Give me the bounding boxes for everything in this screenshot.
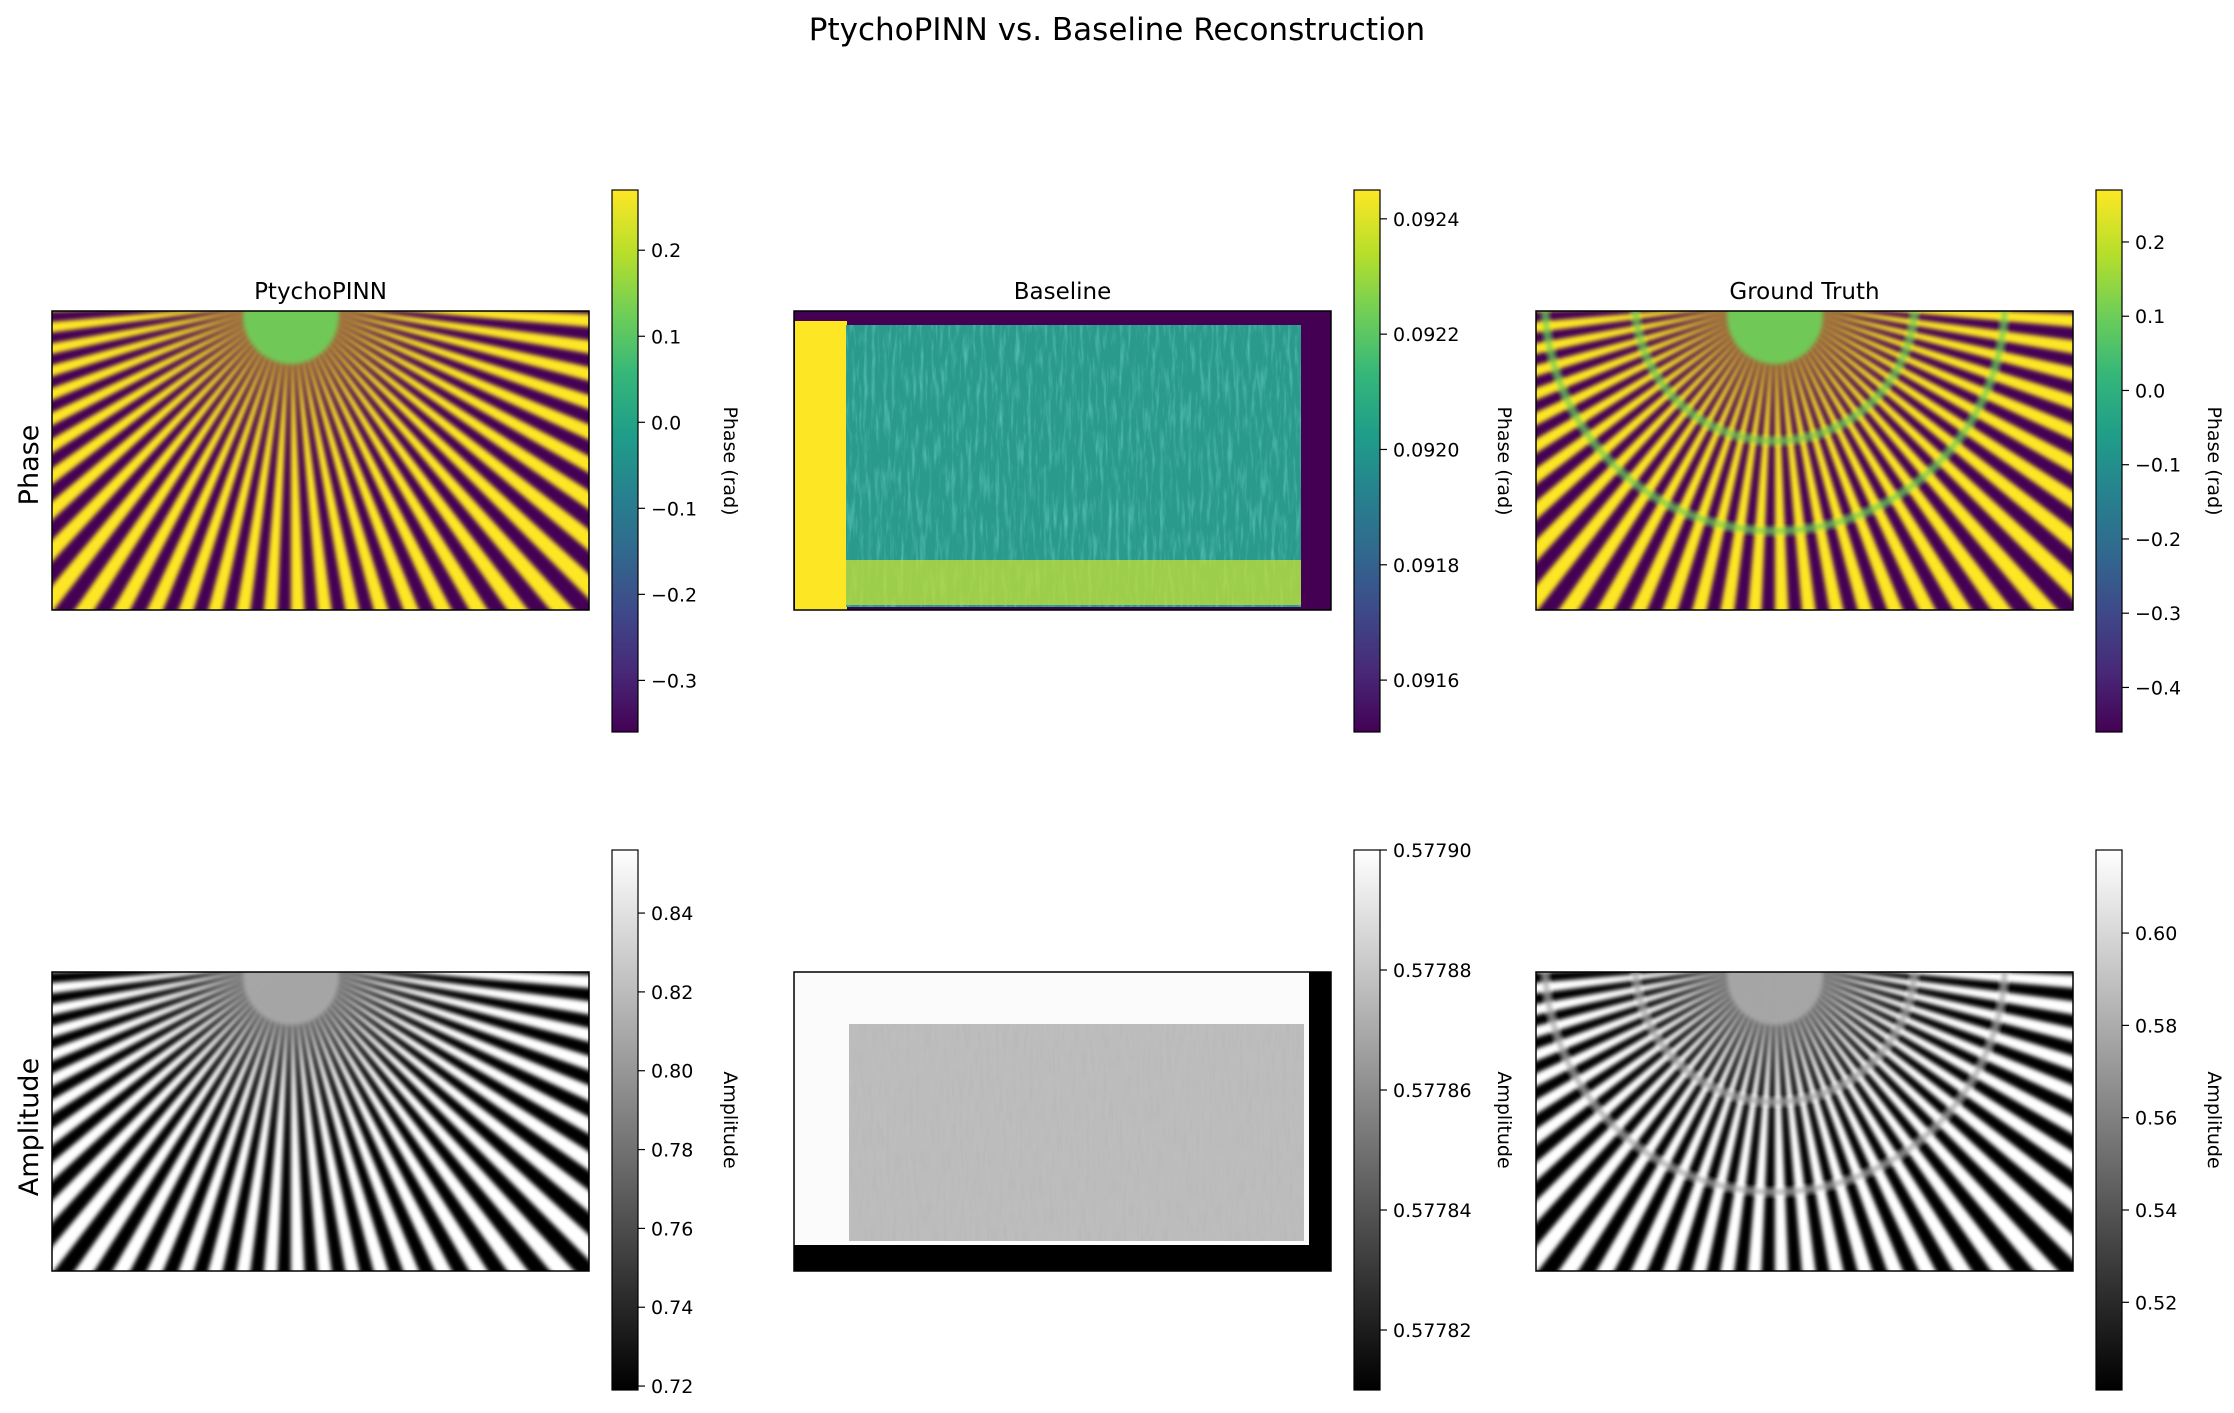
colorbar-tick-label: 0.80 — [651, 1061, 693, 1083]
colorbar-tick-label: 0.2 — [2135, 232, 2165, 254]
colorbar-label: Amplitude — [2203, 1071, 2225, 1168]
colorbar-label: Phase (rad) — [2203, 406, 2225, 515]
colorbar-label: Phase (rad) — [1493, 406, 1515, 515]
colorbar-tick-label: 0.0918 — [1393, 555, 1459, 577]
colorbar-tick-label: 0.74 — [651, 1297, 693, 1319]
panel-phase-ground-truth: Ground Truth −0.4 −0.3 −0.2 −0.1 0.0 0.1 0.2 Pha… — [1535, 189, 2225, 733]
colorbar-tick-label: 0.52 — [2135, 1292, 2177, 1314]
colorbar-label: Phase (rad) — [719, 406, 741, 515]
image-frame — [51, 971, 590, 1272]
colorbar-tick-label: 0.1 — [2135, 306, 2165, 328]
panel-phase-baseline: Baseline 0.0916 0.0918 0.0920 0.0922 0.0924 Ph… — [793, 189, 1515, 733]
colorbar-tick-label: 0.78 — [651, 1140, 693, 1162]
colorbar: 0.57782 0.57784 0.57786 0.57788 0.57790 Ampli… — [1353, 840, 1515, 1391]
colorbar-tick-label: −0.1 — [651, 498, 697, 520]
colorbar-gradient — [1353, 189, 1381, 733]
row-label-amplitude: Amplitude — [14, 1058, 45, 1196]
colorbar-tick-label: 0.1 — [651, 326, 681, 348]
colorbar-tick-label: 0.57788 — [1393, 960, 1472, 982]
heatmap-image — [52, 972, 589, 1271]
panel-title: Baseline — [1014, 279, 1112, 305]
heatmap-image — [1536, 972, 2073, 1271]
colorbar-label: Amplitude — [719, 1071, 741, 1168]
colorbar-tick-label: −0.4 — [2135, 677, 2181, 699]
panel-title: PtychoPINN — [254, 279, 387, 305]
colorbar-tick-label: −0.2 — [651, 584, 697, 606]
colorbar-tick-label: 0.60 — [2135, 923, 2177, 945]
colorbar-tick-label: 0.57782 — [1393, 1320, 1472, 1342]
colorbar: 0.52 0.54 0.56 0.58 0.60 Amplitude — [2095, 849, 2225, 1391]
colorbar-gradient — [2095, 189, 2123, 733]
colorbar-gradient — [1353, 849, 1381, 1391]
heatmap-image — [1536, 311, 2073, 610]
panel-phase-ptychopinn: PtychoPINN −0.3 −0.2 −0.1 0.0 0.1 0.2 Phase (ra… — [51, 189, 741, 733]
colorbar-tick-label: −0.2 — [2135, 529, 2181, 551]
image-frame — [1535, 971, 2074, 1272]
heatmap-image — [794, 972, 1331, 1271]
heatmap-image — [52, 311, 589, 610]
colorbar-tick-label: 0.0920 — [1393, 439, 1459, 461]
colorbar-tick-label: 0.54 — [2135, 1200, 2177, 1222]
colorbar-tick-label: 0.72 — [651, 1376, 693, 1398]
figure-title: PtychoPINN vs. Baseline Reconstruction — [809, 12, 1425, 48]
heatmap-image — [794, 311, 1331, 610]
colorbar-gradient — [611, 849, 639, 1391]
colorbar-tick-label: 0.56 — [2135, 1108, 2177, 1130]
colorbar-tick-label: 0.2 — [651, 240, 681, 262]
colorbar-gradient — [611, 189, 639, 733]
colorbar-tick-label: 0.57784 — [1393, 1200, 1472, 1222]
colorbar-tick-label: 0.0924 — [1393, 209, 1459, 231]
colorbar-gradient — [2095, 849, 2123, 1391]
colorbar: 0.0916 0.0918 0.0920 0.0922 0.0924 Phase (rad… — [1353, 189, 1515, 733]
image-frame — [793, 971, 1332, 1272]
colorbar-tick-label: 0.0916 — [1393, 670, 1459, 692]
colorbar-label: Amplitude — [1493, 1071, 1515, 1168]
panel-amplitude-ground-truth: 0.52 0.54 0.56 0.58 0.60 Amplitude — [1535, 849, 2225, 1391]
panels: PtychoPINN −0.3 −0.2 −0.1 0.0 0.1 0.2 Phase (ra… — [51, 189, 2225, 1398]
colorbar-tick-label: 0.0 — [2135, 380, 2165, 402]
colorbar-tick-label: 0.0 — [651, 412, 681, 434]
colorbar-tick-label: −0.1 — [2135, 455, 2181, 477]
colorbar-tick-label: 0.76 — [651, 1218, 693, 1240]
colorbar-tick-label: 0.57790 — [1393, 840, 1472, 862]
panel-title: Ground Truth — [1729, 279, 1879, 305]
colorbar-tick-label: 0.84 — [651, 903, 693, 925]
colorbar: −0.3 −0.2 −0.1 0.0 0.1 0.2 Phase (rad) — [611, 189, 741, 733]
panel-amplitude-baseline: 0.57782 0.57784 0.57786 0.57788 0.57790 Ampli… — [793, 840, 1515, 1391]
colorbar: −0.4 −0.3 −0.2 −0.1 0.0 0.1 0.2 Phase (rad) — [2095, 189, 2225, 733]
colorbar-tick-label: −0.3 — [651, 670, 697, 692]
colorbar-tick-label: 0.82 — [651, 982, 693, 1004]
image-frame — [1535, 310, 2074, 611]
colorbar-tick-label: −0.3 — [2135, 603, 2181, 625]
image-frame — [51, 310, 590, 611]
panel-amplitude-ptychopinn: 0.72 0.74 0.76 0.78 0.80 0.82 0.84 Amplitude — [51, 849, 741, 1398]
row-label-phase: Phase — [14, 425, 45, 506]
colorbar-tick-label: 0.57786 — [1393, 1080, 1472, 1102]
colorbar: 0.72 0.74 0.76 0.78 0.80 0.82 0.84 Amplitude — [611, 849, 741, 1398]
image-frame — [793, 310, 1332, 611]
colorbar-tick-label: 0.58 — [2135, 1015, 2177, 1037]
colorbar-tick-label: 0.0922 — [1393, 324, 1459, 346]
